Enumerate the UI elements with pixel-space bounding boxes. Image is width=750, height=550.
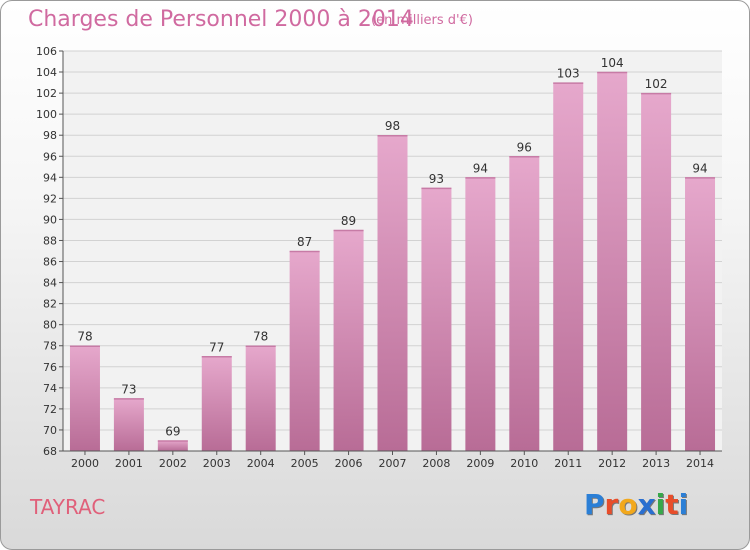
y-tick-label: 96 bbox=[43, 150, 57, 163]
data-label: 77 bbox=[209, 340, 224, 354]
y-tick-label: 80 bbox=[43, 319, 57, 332]
bar bbox=[113, 398, 144, 451]
x-tick-label: 2011 bbox=[554, 457, 582, 470]
x-tick-label: 2000 bbox=[71, 457, 99, 470]
x-tick-label: 2002 bbox=[159, 457, 187, 470]
bar-fill bbox=[509, 156, 540, 451]
x-tick-label: 2004 bbox=[247, 457, 275, 470]
bar-fill bbox=[377, 135, 408, 452]
x-tick-label: 2006 bbox=[335, 457, 363, 470]
data-label: 87 bbox=[297, 235, 312, 249]
y-tick-label: 100 bbox=[36, 108, 57, 121]
data-label: 98 bbox=[385, 119, 400, 133]
data-label: 104 bbox=[601, 56, 624, 70]
bar bbox=[157, 440, 188, 451]
x-tick-label: 2014 bbox=[686, 457, 714, 470]
x-tick-label: 2010 bbox=[510, 457, 538, 470]
y-tick-label: 68 bbox=[43, 445, 57, 458]
bar bbox=[377, 134, 408, 452]
bar bbox=[289, 250, 320, 451]
bar-fill bbox=[289, 251, 320, 451]
bar-fill bbox=[113, 398, 144, 451]
bars bbox=[69, 71, 716, 452]
y-tick-label: 98 bbox=[43, 129, 57, 142]
bar bbox=[509, 156, 540, 451]
bar-fill bbox=[69, 345, 100, 451]
bar-fill bbox=[245, 345, 276, 451]
y-tick-label: 86 bbox=[43, 256, 57, 269]
bar bbox=[69, 345, 100, 451]
chart-title: Charges de Personnel 2000 à 2014 bbox=[28, 7, 414, 32]
y-tick-label: 106 bbox=[36, 45, 57, 58]
logo-letter: t bbox=[665, 488, 679, 521]
y-tick-label: 78 bbox=[43, 340, 57, 353]
x-tick-label: 2013 bbox=[642, 457, 670, 470]
logo-letter: o bbox=[618, 488, 638, 521]
data-label: 73 bbox=[121, 382, 136, 396]
bar bbox=[597, 71, 628, 451]
logo-letter: P bbox=[584, 488, 605, 521]
proxiti-logo: Proxiti bbox=[584, 488, 688, 521]
y-tick-label: 74 bbox=[43, 382, 57, 395]
bar bbox=[553, 82, 584, 451]
data-label: 78 bbox=[77, 330, 92, 344]
data-label: 69 bbox=[165, 424, 180, 438]
x-axis: 2000 2001 2002 2003 2004 2005 2006 2007 2008 2009… bbox=[63, 450, 722, 470]
y-tick-label: 76 bbox=[43, 361, 57, 374]
logo-letter: i bbox=[655, 488, 666, 521]
bar bbox=[641, 92, 672, 452]
bar bbox=[465, 177, 496, 451]
data-label: 96 bbox=[517, 140, 532, 154]
y-tick-label: 104 bbox=[36, 66, 57, 79]
y-tick-label: 92 bbox=[43, 192, 57, 205]
bar bbox=[201, 356, 232, 451]
bar bbox=[685, 177, 716, 451]
x-tick-label: 2005 bbox=[291, 457, 319, 470]
y-axis: 68 70 72 74 76 78 80 82 84 86 88 90 92 94 96 98 100 102 10… bbox=[36, 45, 64, 458]
x-tick-label: 2008 bbox=[422, 457, 450, 470]
bar bbox=[245, 345, 276, 451]
y-tick-label: 84 bbox=[43, 277, 57, 290]
bar-fill bbox=[685, 177, 716, 451]
data-label: 102 bbox=[645, 77, 668, 91]
bar-fill bbox=[421, 187, 452, 451]
bar-fill bbox=[641, 93, 672, 452]
commune-name: TAYRAC bbox=[30, 495, 106, 519]
logo-letter: r bbox=[604, 488, 619, 521]
y-tick-label: 90 bbox=[43, 213, 57, 226]
bar bbox=[333, 229, 364, 451]
unit-label: (en milliers d'€) bbox=[371, 13, 473, 28]
y-tick-label: 72 bbox=[43, 403, 57, 416]
x-tick-label: 2009 bbox=[466, 457, 494, 470]
x-tick-label: 2001 bbox=[115, 457, 143, 470]
data-label: 89 bbox=[341, 214, 356, 228]
logo-letter: i bbox=[678, 488, 689, 521]
y-tick-label: 94 bbox=[43, 171, 57, 184]
y-tick-label: 82 bbox=[43, 298, 57, 311]
bar-fill bbox=[553, 82, 584, 451]
x-tick-label: 2007 bbox=[379, 457, 407, 470]
x-tick-label: 2003 bbox=[203, 457, 231, 470]
bar-fill bbox=[157, 440, 188, 451]
data-labels: 78 73 69 77 78 87 89 98 93 94 96 103 104 102 94 bbox=[77, 56, 707, 438]
y-tick-label: 88 bbox=[43, 234, 57, 247]
data-label: 94 bbox=[473, 161, 488, 175]
data-label: 94 bbox=[692, 161, 707, 175]
data-label: 93 bbox=[429, 172, 444, 186]
bar-fill bbox=[465, 177, 496, 451]
y-tick-label: 102 bbox=[36, 87, 57, 100]
x-tick-label: 2012 bbox=[598, 457, 626, 470]
data-label: 103 bbox=[557, 67, 580, 81]
logo-letter: x bbox=[637, 488, 656, 521]
data-label: 78 bbox=[253, 330, 268, 344]
bar-fill bbox=[201, 356, 232, 451]
bar-fill bbox=[333, 229, 364, 451]
bar-fill bbox=[597, 72, 628, 451]
bar bbox=[421, 187, 452, 451]
y-tick-label: 70 bbox=[43, 424, 57, 437]
